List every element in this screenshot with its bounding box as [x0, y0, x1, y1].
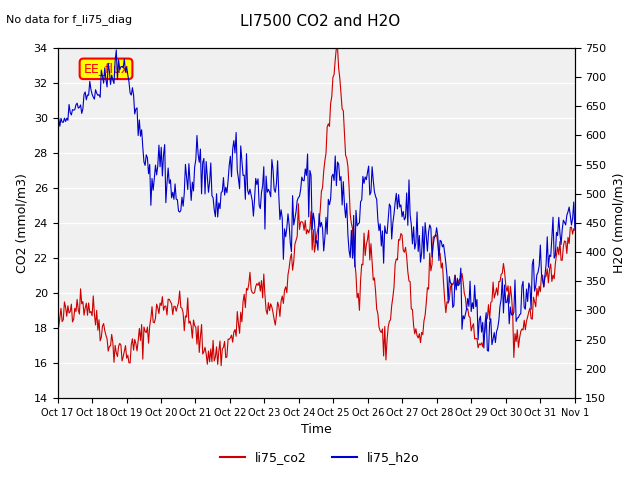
Legend: li75_co2, li75_h2o: li75_co2, li75_h2o	[215, 446, 425, 469]
li75_h2o	[54, 121, 61, 127]
li75_h2o	[571, 226, 579, 231]
li75_co2	[218, 363, 225, 369]
li75_h2o	[484, 348, 492, 354]
li75_h2o	[429, 241, 437, 247]
li75_h2o	[141, 163, 149, 168]
li75_co2	[140, 324, 148, 330]
li75_co2	[111, 343, 119, 348]
li75_co2	[54, 321, 61, 326]
li75_h2o	[565, 204, 573, 210]
li75_co2	[348, 220, 355, 226]
li75_co2	[565, 240, 573, 246]
Text: LI7500 CO2 and H2O: LI7500 CO2 and H2O	[240, 14, 400, 29]
Y-axis label: CO2 (mmol/m3): CO2 (mmol/m3)	[15, 173, 28, 273]
li75_co2	[333, 45, 340, 51]
li75_co2	[552, 261, 559, 267]
li75_h2o	[111, 58, 119, 63]
li75_h2o	[113, 47, 120, 53]
Text: No data for f_li75_diag: No data for f_li75_diag	[6, 14, 132, 25]
li75_h2o	[552, 253, 559, 259]
Line: li75_co2: li75_co2	[58, 48, 575, 366]
li75_co2	[571, 228, 579, 233]
Line: li75_h2o: li75_h2o	[58, 50, 575, 351]
Text: EE_flux: EE_flux	[83, 62, 129, 75]
li75_h2o	[346, 254, 354, 260]
X-axis label: Time: Time	[301, 423, 332, 436]
Y-axis label: H2O (mmol/m3): H2O (mmol/m3)	[612, 173, 625, 273]
li75_co2	[431, 233, 438, 239]
